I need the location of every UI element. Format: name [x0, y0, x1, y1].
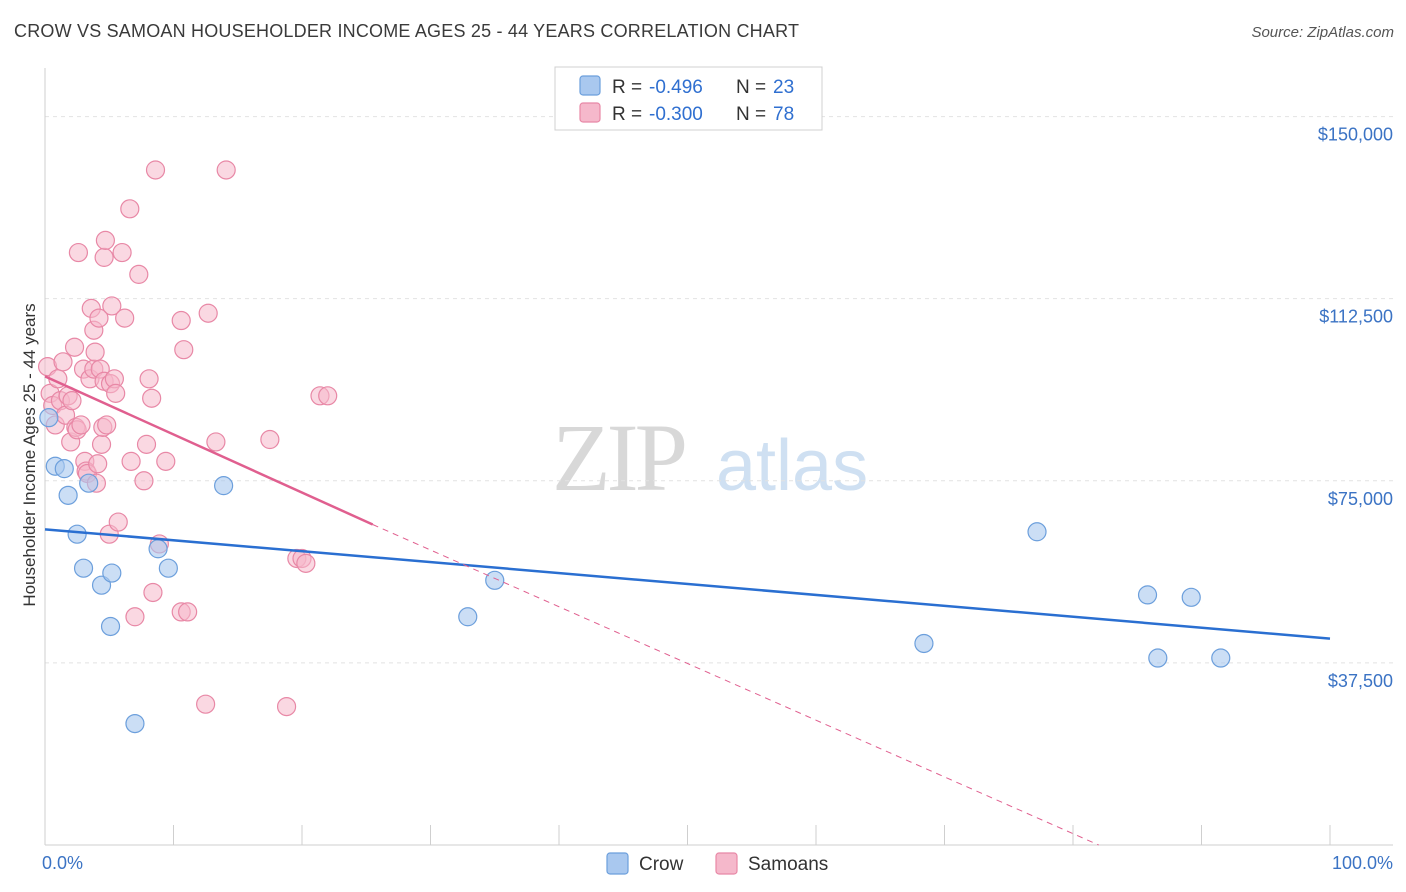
samoan-point — [53, 352, 73, 372]
samoan-point — [206, 432, 226, 452]
trend-lines — [44, 375, 1331, 846]
legend-samoan-r-value: -0.300 — [649, 104, 703, 125]
samoan-point — [156, 451, 176, 471]
crow-point — [1181, 587, 1201, 607]
legend-samoan-swatch — [579, 102, 601, 123]
samoan-point — [62, 391, 82, 411]
legend-crow-n-label: N = — [736, 77, 766, 98]
legend-samoan-n-value: 78 — [773, 104, 794, 125]
samoan-point — [64, 337, 85, 357]
legend-samoan-n-label: N = — [736, 104, 766, 125]
y-tick-label: $37,500 — [1328, 671, 1393, 691]
chart-title: CROW VS SAMOAN HOUSEHOLDER INCOME AGES 2… — [14, 21, 800, 41]
legend-crow-r-label: R = — [612, 77, 642, 98]
crow-points — [39, 408, 1231, 734]
x-tick-min: 0.0% — [42, 853, 83, 873]
samoan-point — [178, 602, 198, 622]
samoan-trend-extension — [372, 524, 1099, 846]
samoan-points — [37, 160, 338, 717]
samoan-point — [85, 342, 105, 362]
samoan-point — [112, 242, 132, 263]
samoan-point — [121, 451, 141, 471]
crow-point — [914, 633, 934, 654]
samoan-point — [136, 434, 157, 454]
samoan-point — [318, 386, 338, 406]
samoan-point — [97, 415, 117, 435]
samoan-point — [260, 429, 280, 450]
crow-point — [67, 524, 87, 544]
samoan-point — [134, 471, 154, 491]
samoan-point — [171, 310, 191, 331]
samoan-point — [129, 264, 149, 284]
crow-point — [148, 539, 168, 559]
axes — [44, 68, 1393, 846]
samoan-point — [68, 242, 89, 263]
samoan-point — [142, 388, 162, 408]
crow-point — [1148, 648, 1168, 668]
samoan-point — [196, 694, 216, 714]
crow-trend-line — [44, 528, 1331, 640]
crow-point — [1027, 522, 1047, 542]
y-axis-label: Householder Income Ages 25 - 44 years — [20, 303, 39, 606]
crow-point — [458, 607, 478, 627]
y-tick-label: $75,000 — [1328, 489, 1393, 509]
samoan-point — [216, 160, 236, 180]
y-tick-label: $112,500 — [1319, 307, 1393, 327]
samoan-point — [89, 308, 109, 328]
crow-point — [54, 459, 74, 479]
watermark-atlas: atlas — [716, 426, 868, 506]
samoan-point — [139, 369, 159, 389]
crow-point — [39, 408, 59, 428]
legend-crow-n-value: 23 — [773, 77, 794, 98]
crow-point — [158, 558, 178, 578]
crow-point — [79, 473, 99, 493]
crow-point — [1137, 585, 1158, 605]
legend: R = -0.496 N = 23 R = -0.300 N = 78 — [554, 66, 823, 131]
samoan-point — [106, 383, 126, 403]
bottom-legend-samoan-swatch — [715, 852, 738, 875]
samoan-point — [102, 296, 122, 316]
samoan-point — [174, 340, 194, 360]
bottom-legend: Crow Samoans — [606, 852, 828, 875]
watermark-zip: ZIP — [552, 404, 685, 511]
crow-point — [214, 476, 234, 496]
source-label: Source: ZipAtlas.com — [1251, 24, 1394, 41]
samoan-point — [71, 415, 91, 435]
samoan-point — [108, 512, 128, 532]
crow-point — [485, 570, 505, 590]
bottom-legend-crow-swatch — [606, 852, 629, 875]
bottom-legend-samoan-label: Samoans — [748, 854, 828, 875]
samoan-point — [94, 247, 114, 267]
grid-lines — [45, 116, 1393, 664]
legend-crow-swatch — [579, 75, 601, 96]
crow-point — [1211, 648, 1231, 668]
samoan-trend-line — [44, 375, 374, 526]
samoan-point — [115, 308, 135, 328]
legend-samoan-r-label: R = — [612, 104, 642, 125]
samoan-point — [296, 553, 316, 573]
crow-point — [125, 713, 145, 734]
crow-point — [58, 485, 78, 505]
crow-point — [73, 558, 94, 578]
samoan-point — [120, 199, 140, 219]
samoan-point — [143, 582, 163, 603]
samoan-point — [88, 454, 108, 474]
y-tick-labels: $37,500 $75,000 $112,500 $150,000 — [1318, 125, 1393, 691]
crow-point — [100, 616, 121, 637]
bottom-legend-crow-label: Crow — [639, 854, 684, 875]
samoan-point — [198, 303, 218, 323]
samoan-point — [95, 230, 115, 250]
samoan-point — [91, 434, 112, 454]
samoan-point — [276, 696, 297, 717]
crow-point — [102, 563, 122, 583]
y-tick-label: $150,000 — [1318, 125, 1393, 145]
x-tick-max: 100.0% — [1332, 853, 1393, 873]
legend-crow-r-value: -0.496 — [649, 77, 703, 98]
samoan-point — [125, 607, 145, 627]
samoan-point — [145, 160, 166, 180]
